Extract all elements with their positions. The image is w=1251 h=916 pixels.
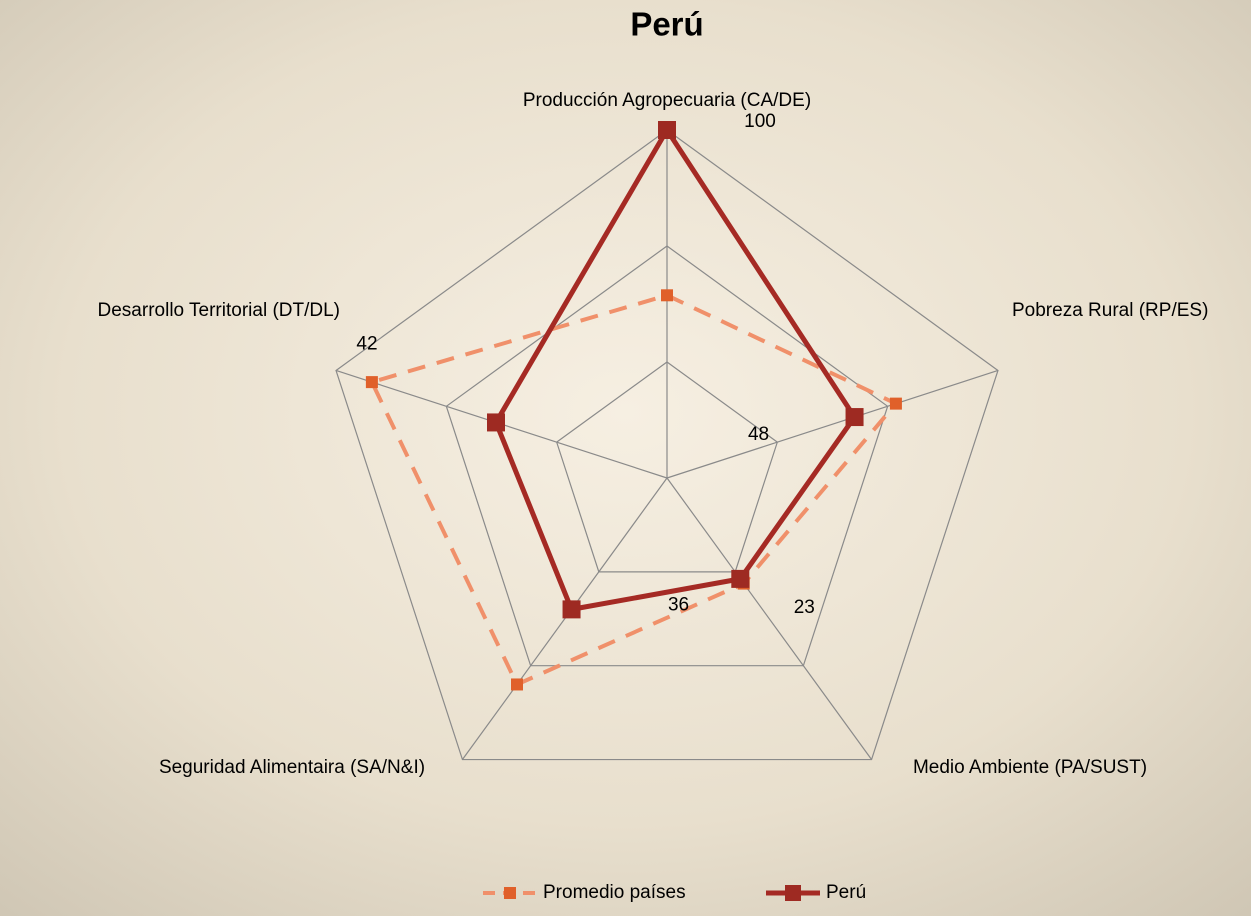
data-label: 100 xyxy=(744,111,776,132)
category-label: Producción Agropecuaria (CA/DE) xyxy=(523,90,811,111)
category-label: Medio Ambiente (PA/SUST) xyxy=(913,757,1147,778)
spoke xyxy=(666,369,999,479)
legend-marker xyxy=(504,887,516,899)
chart-title: Perú xyxy=(630,6,703,43)
marker xyxy=(658,121,676,139)
series-line xyxy=(369,293,898,687)
marker xyxy=(661,289,673,302)
series-line xyxy=(493,127,858,612)
data-label: 48 xyxy=(748,424,769,445)
spoke xyxy=(666,477,873,760)
category-label: Desarrollo Territorial (DT/DL) xyxy=(98,300,340,321)
marker xyxy=(845,408,864,427)
grid-ring xyxy=(555,361,779,573)
data-label: 36 xyxy=(668,594,689,615)
grid-ring xyxy=(335,129,999,761)
marker xyxy=(365,376,378,389)
spoke xyxy=(461,477,668,760)
data-label: 23 xyxy=(794,597,815,618)
legend-label: Promedio países xyxy=(543,882,686,903)
legend-label: Perú xyxy=(826,882,866,903)
marker xyxy=(562,600,581,619)
grid-ring xyxy=(445,245,889,667)
data-label: 42 xyxy=(356,333,377,354)
marker xyxy=(889,397,902,410)
marker xyxy=(731,569,750,588)
category-label: Seguridad Alimentaira (SA/N&I) xyxy=(159,757,425,778)
marker xyxy=(487,413,506,432)
marker xyxy=(510,678,523,691)
legend-marker xyxy=(785,885,801,901)
category-label: Pobreza Rural (RP/ES) xyxy=(1012,300,1208,321)
